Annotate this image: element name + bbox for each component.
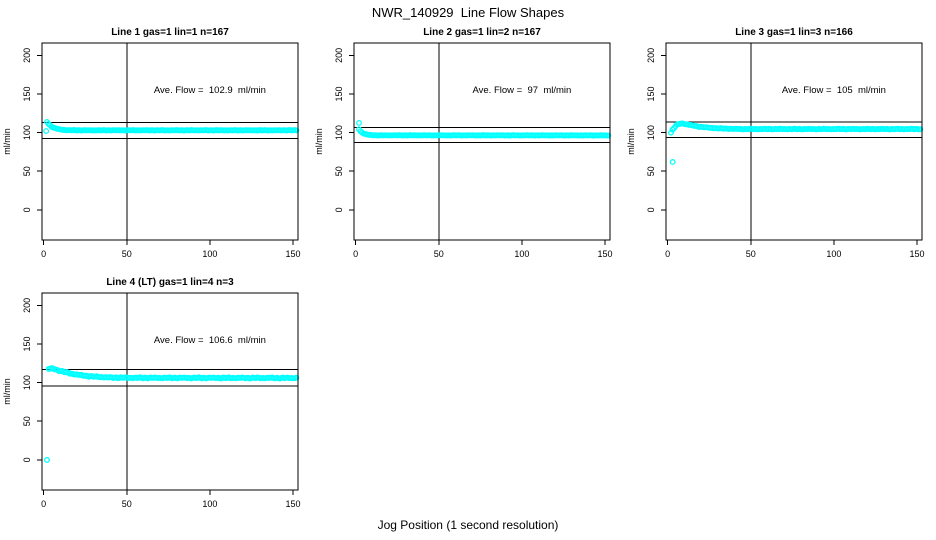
panel-plot-4: Line 4 (LT) gas=1 lin=4 n=3 0 50 100 150 0 50 1… [2,277,301,509]
plot-box [353,42,611,241]
y-tick-label: 200 [22,298,32,313]
outlier-point [44,456,50,463]
y-tick-label: 200 [334,48,344,63]
y-tick-label: 0 [22,207,32,212]
x-tick-label: 50 [122,249,132,259]
ave-flow-annotation: Ave. Flow = 102.9 ml/min [154,85,266,96]
y-tick-label: 50 [646,166,656,176]
panel-line-3: Line 3 gas=1 lin=3 n=166 0 50 100 150 0 50 100 1… [624,20,936,273]
y-axis-title: ml/min [2,378,12,405]
x-tick-label: 50 [746,249,756,259]
y-tick-label: 150 [22,336,32,351]
plot-box [665,42,923,241]
panel-title: Line 4 (LT) gas=1 lin=4 n=3 [106,277,234,288]
outlier-point [669,159,676,165]
y-tick-label: 50 [22,166,32,176]
reference-lines [666,43,922,240]
x-axis-label: Jog Position (1 second resolution) [377,518,559,532]
panel-plot-3: Line 3 gas=1 lin=3 n=166 0 50 100 150 0 50 100 1… [626,27,925,259]
data-points [44,365,300,463]
y-tick-label: 0 [22,457,32,462]
ave-flow-annotation: Ave. Flow = 105 ml/min [782,85,886,96]
panel-plot-2: Line 2 gas=1 lin=2 n=167 0 50 100 150 0 50 100 1… [314,27,613,259]
panel-title: Line 3 gas=1 lin=3 n=166 [735,27,853,38]
x-tick-label: 150 [285,249,300,259]
y-tick-label: 50 [334,166,344,176]
y-tick-label: 200 [22,48,32,63]
data-points [43,119,300,135]
y-tick-label: 150 [334,86,344,101]
y-axis-title: ml/min [314,128,324,155]
outlier-point [43,128,50,135]
y-tick-label: 150 [646,86,656,101]
panel-line-2: Line 2 gas=1 lin=2 n=167 0 50 100 150 0 50 100 1… [312,20,624,273]
x-tick-label: 50 [434,249,444,259]
x-tick-label: 150 [285,499,300,509]
axes: 0 50 100 150 0 50 100 150 200 [22,298,301,509]
x-tick-label: 50 [122,499,132,509]
x-tick-label: 0 [41,499,46,509]
y-tick-label: 100 [334,125,344,140]
x-tick-label: 100 [826,249,841,259]
x-tick-label: 0 [665,249,670,259]
panel-line-1: Line 1 gas=1 lin=1 n=167 0 50 100 150 0 50 100 1… [0,20,312,273]
plot-box [41,42,299,241]
data-points [668,120,924,165]
data-points [356,120,612,139]
y-tick-label: 100 [22,375,32,390]
x-tick-label: 150 [909,249,924,259]
y-tick-label: 100 [646,125,656,140]
panel-plot-1: Line 1 gas=1 lin=1 n=167 0 50 100 150 0 50 100 1… [2,27,301,259]
x-tick-label: 0 [353,249,358,259]
reference-lines [42,43,298,240]
axes: 0 50 100 150 0 50 100 150 200 [22,48,301,259]
y-tick-label: 50 [22,416,32,426]
x-tick-label: 0 [41,249,46,259]
ave-flow-annotation: Ave. Flow = 97 ml/min [472,85,571,96]
axes: 0 50 100 150 0 50 100 150 200 [334,48,613,259]
panel-title: Line 2 gas=1 lin=2 n=167 [423,27,541,38]
figure-title: NWR_140929 Line Flow Shapes [371,5,565,20]
panel-title: Line 1 gas=1 lin=1 n=167 [111,27,229,38]
x-tick-label: 100 [514,249,529,259]
x-tick-label: 100 [202,249,217,259]
y-axis-title: ml/min [626,128,636,155]
axes: 0 50 100 150 0 50 100 150 200 [646,48,925,259]
outlier-point [356,120,362,126]
ave-flow-annotation: Ave. Flow = 106.6 ml/min [154,335,266,346]
x-tick-label: 100 [202,499,217,509]
reference-lines [42,293,298,490]
y-tick-label: 200 [646,48,656,63]
y-tick-label: 150 [22,86,32,101]
reference-lines [354,43,610,240]
y-tick-label: 100 [22,125,32,140]
y-tick-label: 0 [334,207,344,212]
x-tick-label: 150 [597,249,612,259]
y-tick-label: 0 [646,207,656,212]
plot-box [41,292,299,491]
y-axis-title: ml/min [2,128,12,155]
panel-line-4: Line 4 (LT) gas=1 lin=4 n=3 0 50 100 150 0 50 1… [0,270,312,523]
